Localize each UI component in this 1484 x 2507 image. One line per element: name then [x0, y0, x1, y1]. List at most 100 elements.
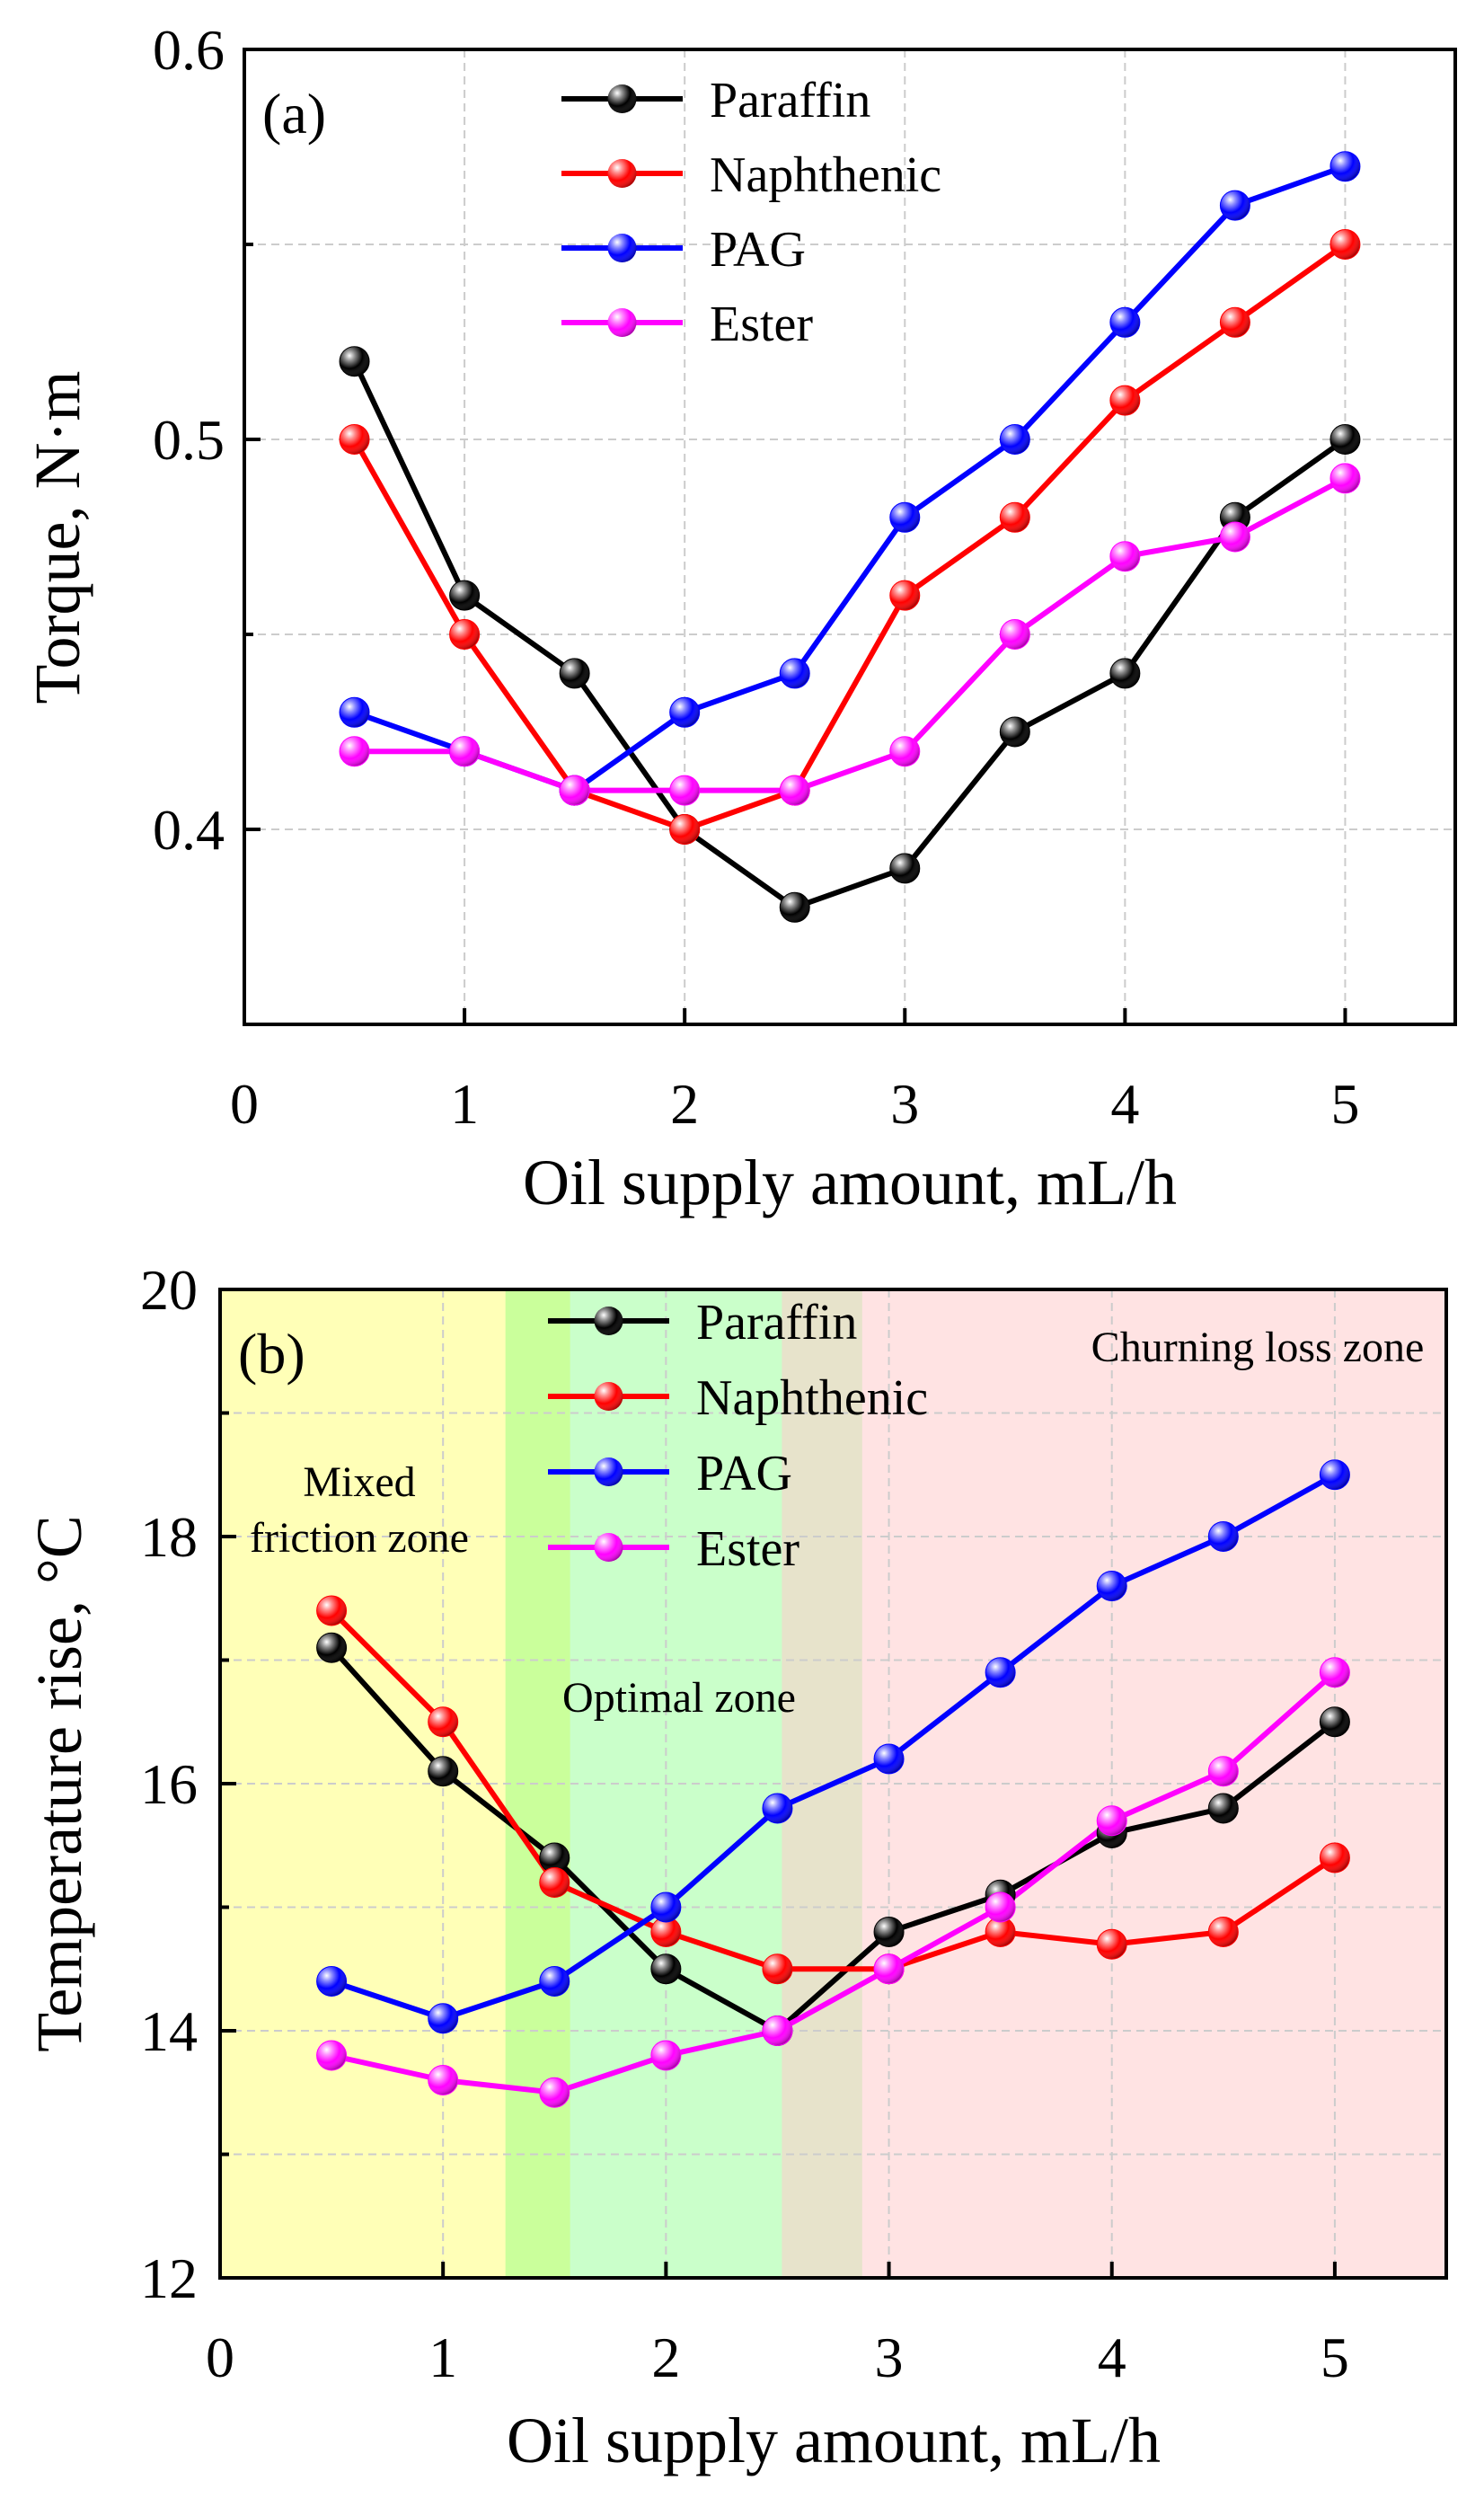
data-point-paraffin	[889, 853, 921, 884]
legend-item-naphthenic: Naphthenic	[561, 147, 941, 203]
panel-b-ylabel: Temperature rise, °C	[23, 1515, 95, 2052]
legend-label: Naphthenic	[696, 1370, 928, 1426]
data-point-ester	[1096, 1805, 1127, 1837]
data-point-naphthenic	[999, 501, 1030, 533]
legend-item-ester: Ester	[561, 297, 813, 352]
series-line-paraffin	[329, 1645, 1337, 2033]
y-tick-label: 12	[140, 2246, 198, 2310]
x-tick-label: 1	[450, 1072, 479, 1136]
y-tick-label: 0.4	[153, 798, 225, 862]
legend-label: Naphthenic	[710, 147, 941, 203]
data-point-naphthenic	[650, 1917, 682, 1947]
data-point-paraffin	[1207, 1793, 1239, 1824]
legend-label: Paraffin	[710, 73, 870, 128]
data-point-ester	[999, 619, 1030, 650]
data-point-pag	[669, 696, 701, 728]
x-tick-label: 3	[875, 2325, 904, 2389]
data-point-ester	[428, 2065, 459, 2095]
data-point-naphthenic	[1207, 1917, 1239, 1947]
data-point-paraffin	[316, 1632, 348, 1663]
data-point-ester	[339, 736, 370, 767]
legend-item-paraffin: Paraffin	[561, 73, 870, 128]
data-point-naphthenic	[985, 1917, 1016, 1947]
data-point-pag	[316, 1966, 348, 1997]
data-point-naphthenic	[316, 1595, 348, 1626]
data-point-pag	[779, 658, 810, 689]
panel-a-xlabel: Oil supply amount, mL/h	[523, 1147, 1177, 1218]
legend-item-ester: Ester	[548, 1521, 799, 1577]
data-point-pag	[999, 424, 1030, 455]
legend-label: PAG	[696, 1446, 792, 1502]
data-point-ester	[1319, 1657, 1350, 1688]
data-point-naphthenic	[669, 814, 701, 845]
x-tick-label: 0	[206, 2325, 234, 2389]
x-tick-label: 2	[670, 1072, 699, 1136]
data-point-ester	[1109, 541, 1141, 572]
y-tick-label: 20	[140, 1258, 198, 1322]
data-point-pag	[428, 2003, 459, 2034]
panel-a-markers	[339, 151, 1361, 923]
data-point-ester	[449, 736, 481, 767]
y-tick-label: 0.6	[153, 18, 225, 82]
data-point-pag	[1329, 151, 1361, 182]
data-point-ester	[1329, 463, 1361, 494]
y-tick-label: 16	[140, 1752, 198, 1816]
data-point-pag	[650, 1891, 682, 1923]
panel-b-xlabel: Oil supply amount, mL/h	[507, 2405, 1161, 2476]
panel-a-ticks	[243, 48, 1347, 1026]
zone-label: Optimal zone	[562, 1674, 796, 1722]
data-point-ester	[779, 775, 810, 806]
data-point-naphthenic	[428, 1706, 459, 1738]
panel-a-ylabel: Torque, N·m	[22, 371, 93, 704]
data-point-paraffin	[1329, 424, 1361, 455]
data-point-pag	[762, 1793, 793, 1824]
panel-b-ticks	[218, 1288, 1337, 2280]
data-point-pag	[339, 696, 370, 728]
data-point-paraffin	[873, 1917, 905, 1947]
data-point-naphthenic	[762, 1953, 793, 1985]
data-point-ester	[873, 1953, 905, 1985]
panel-b-legend: Paraffin Naphthenic PAG Ester	[548, 1295, 928, 1577]
panel-a-label: (a)	[262, 82, 326, 146]
data-point-ester	[985, 1891, 1016, 1923]
data-point-ester	[669, 775, 701, 806]
data-point-ester	[1207, 1756, 1239, 1787]
series-line-paraffin	[351, 359, 1347, 910]
data-point-naphthenic	[1109, 385, 1141, 416]
panel-a-frame	[243, 48, 1457, 1026]
data-point-pag	[1319, 1459, 1350, 1491]
data-point-naphthenic	[889, 580, 921, 611]
data-point-pag	[1219, 190, 1250, 221]
x-tick-label: 5	[1321, 2325, 1349, 2389]
panel-b-zone-labels: Mixed friction zone Optimal zone Churning l…	[250, 1324, 1424, 1722]
data-point-naphthenic	[339, 424, 370, 455]
data-point-ester	[559, 775, 590, 806]
data-point-pag	[889, 501, 921, 533]
panel-a: 0 1 2 3 4 5 0.4 0.5 0.6 (a) Oil supply amount, m…	[22, 18, 1457, 1218]
x-tick-label: 4	[1098, 2325, 1126, 2389]
series-line-naphthenic	[351, 242, 1347, 832]
data-point-paraffin	[1109, 658, 1141, 689]
panel-a-lines	[351, 164, 1347, 910]
x-tick-label: 1	[428, 2325, 457, 2389]
data-point-ester	[1219, 521, 1250, 553]
data-point-paraffin	[339, 346, 370, 377]
legend-item-pag: PAG	[548, 1446, 792, 1502]
data-point-naphthenic	[539, 1867, 570, 1898]
data-point-naphthenic	[1319, 1842, 1350, 1874]
zone-label: Churning loss zone	[1091, 1324, 1425, 1371]
y-tick-label: 18	[140, 1505, 198, 1569]
x-tick-label: 2	[651, 2325, 680, 2389]
panel-b-lines	[329, 1472, 1337, 2095]
data-point-ester	[650, 2040, 682, 2071]
data-point-paraffin	[539, 1842, 570, 1874]
data-point-naphthenic	[449, 619, 481, 650]
data-point-paraffin	[428, 1756, 459, 1787]
data-point-pag	[1096, 1571, 1127, 1601]
panel-b-label: (b)	[238, 1322, 305, 1386]
data-point-ester	[889, 736, 921, 767]
data-point-ester	[539, 2077, 570, 2108]
legend-item-naphthenic: Naphthenic	[548, 1370, 928, 1426]
